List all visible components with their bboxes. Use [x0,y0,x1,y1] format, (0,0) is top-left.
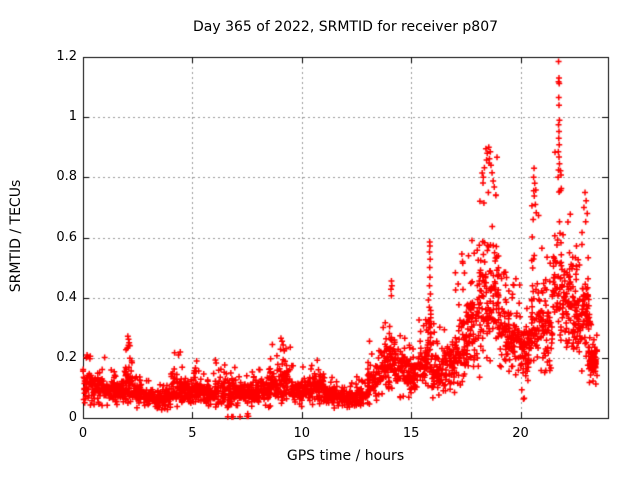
y-tick-label: 0.2 [56,349,77,365]
y-tick-label: 0.6 [56,229,77,245]
x-tick-label: 0 [78,426,88,441]
x-tick-label: 15 [402,426,420,441]
x-axis-label: GPS time / hours [286,448,405,464]
chart-title: Day 365 of 2022, SRMTID for receiver p80… [192,19,499,35]
y-tick-label: 0.8 [56,169,77,185]
x-tick-label: 20 [512,426,529,441]
y-tick-label: 1.2 [56,49,77,64]
x-tick-label: 10 [293,426,311,441]
y-tick-label: 1 [68,109,77,125]
y-tick-label: 0 [68,410,77,425]
y-tick-label: 0.4 [56,289,77,305]
x-tick-label: 5 [188,426,197,441]
